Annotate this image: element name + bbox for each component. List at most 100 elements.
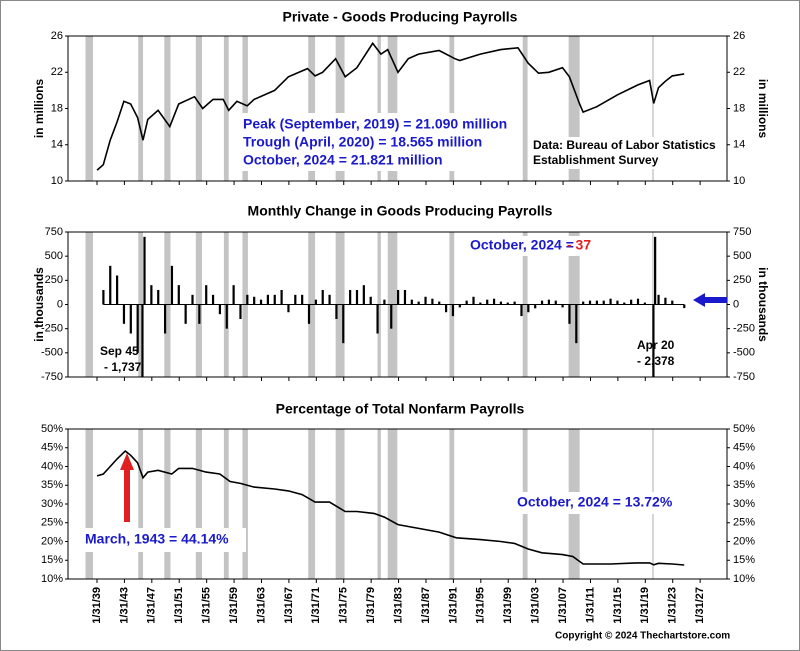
x-tick-label: 1/31/67 bbox=[283, 587, 295, 624]
bar bbox=[616, 300, 619, 305]
bar bbox=[499, 301, 503, 305]
bar bbox=[246, 294, 249, 305]
bar bbox=[547, 299, 550, 305]
bar bbox=[575, 304, 578, 344]
bar bbox=[438, 301, 441, 305]
x-tick-label: 1/31/43 bbox=[118, 587, 130, 624]
bar bbox=[116, 275, 119, 305]
bar bbox=[198, 304, 201, 324]
recession-band bbox=[449, 36, 455, 181]
bar bbox=[451, 304, 455, 317]
recession-band bbox=[387, 429, 398, 579]
bar bbox=[383, 299, 386, 305]
bar bbox=[122, 304, 126, 324]
bar bbox=[582, 301, 585, 305]
bar bbox=[410, 299, 413, 305]
bar bbox=[444, 304, 448, 313]
x-tick-label: 1/31/63 bbox=[255, 587, 267, 624]
bar bbox=[294, 294, 297, 305]
y2-tick-label: -250 bbox=[733, 323, 755, 335]
bar bbox=[355, 290, 359, 305]
bar bbox=[683, 304, 686, 309]
x-tick-label: 1/31/19 bbox=[639, 587, 651, 624]
annotation: Peak (September, 2019) = 21.090 million bbox=[243, 116, 507, 132]
bar bbox=[492, 298, 496, 305]
y2-axis-label: in millions bbox=[756, 79, 770, 139]
x-tick-label: 1/31/55 bbox=[201, 587, 213, 624]
y-tick-label: 500 bbox=[45, 250, 63, 262]
plot-frame bbox=[67, 35, 728, 182]
y2-tick-label: 18 bbox=[733, 102, 745, 114]
plot-frame bbox=[67, 428, 728, 580]
bar bbox=[424, 296, 427, 305]
bar bbox=[143, 236, 146, 305]
bar bbox=[369, 296, 372, 305]
bar bbox=[643, 302, 646, 305]
x-tick-label: 1/31/27 bbox=[694, 587, 706, 624]
bar bbox=[652, 304, 655, 377]
bar bbox=[362, 285, 365, 305]
x-tick-label: 1/31/83 bbox=[392, 587, 404, 624]
plot-area bbox=[85, 36, 685, 181]
annotation: - 2,378 bbox=[637, 354, 675, 368]
recession-band bbox=[335, 429, 345, 579]
bar bbox=[205, 285, 208, 305]
annotation-box bbox=[236, 113, 512, 171]
x-tick-label: 1/31/39 bbox=[91, 587, 103, 624]
y2-tick-label: 22 bbox=[733, 66, 745, 78]
y-tick-label: 0 bbox=[57, 298, 63, 310]
chart-title: Private - Goods Producing Payrolls bbox=[283, 9, 518, 25]
annotation-box bbox=[528, 137, 718, 169]
annotation: October, 2024 = bbox=[470, 237, 574, 253]
recession-band bbox=[195, 36, 202, 181]
bar bbox=[307, 304, 311, 324]
bar bbox=[595, 300, 598, 305]
bar bbox=[588, 300, 592, 305]
bar bbox=[506, 302, 509, 305]
x-tick-label: 1/31/47 bbox=[146, 587, 158, 624]
y2-tick-label: 14 bbox=[733, 139, 745, 151]
bar bbox=[520, 304, 523, 317]
recession-band bbox=[242, 36, 248, 181]
y2-tick-label: 10 bbox=[733, 175, 745, 187]
y-tick-label: 14 bbox=[51, 139, 63, 151]
bar bbox=[191, 294, 194, 305]
annotation: - 37 bbox=[567, 237, 591, 253]
bar bbox=[335, 304, 338, 319]
bar bbox=[664, 297, 667, 305]
recession-band bbox=[568, 36, 580, 181]
recession-band bbox=[652, 36, 654, 181]
bar bbox=[301, 294, 304, 305]
recession-band bbox=[377, 36, 381, 181]
y2-tick-label: 25% bbox=[733, 517, 755, 529]
recession-band bbox=[308, 429, 316, 579]
y-tick-label: 30% bbox=[41, 498, 63, 510]
data-line bbox=[96, 449, 685, 566]
annotation: Trough (April, 2020) = 18.565 million bbox=[243, 134, 482, 150]
x-tick-label: 1/31/75 bbox=[338, 587, 350, 624]
bar bbox=[602, 300, 605, 305]
bar bbox=[273, 294, 276, 305]
y-tick-label: -500 bbox=[41, 347, 63, 359]
bar bbox=[239, 304, 242, 319]
y2-tick-label: 20% bbox=[733, 535, 755, 547]
bar bbox=[342, 304, 345, 344]
y2-tick-label: 15% bbox=[733, 554, 755, 566]
recession-band bbox=[522, 36, 528, 181]
x-tick-label: 1/31/71 bbox=[310, 587, 322, 624]
bar bbox=[157, 290, 160, 305]
y2-tick-label: 40% bbox=[733, 460, 755, 472]
annotation: October, 2024 = 13.72% bbox=[517, 494, 673, 510]
x-tick-label: 1/31/95 bbox=[475, 587, 487, 624]
bar bbox=[472, 296, 475, 305]
y-tick-label: 18 bbox=[51, 102, 63, 114]
chart-title: Percentage of Total Nonfarm Payrolls bbox=[276, 401, 525, 417]
recession-band bbox=[138, 36, 144, 181]
annotation: Sep 45 bbox=[100, 344, 139, 358]
annotation-box bbox=[511, 492, 677, 514]
y2-tick-label: 45% bbox=[733, 442, 755, 454]
bar bbox=[486, 299, 489, 305]
y2-tick-label: 50% bbox=[733, 423, 755, 435]
